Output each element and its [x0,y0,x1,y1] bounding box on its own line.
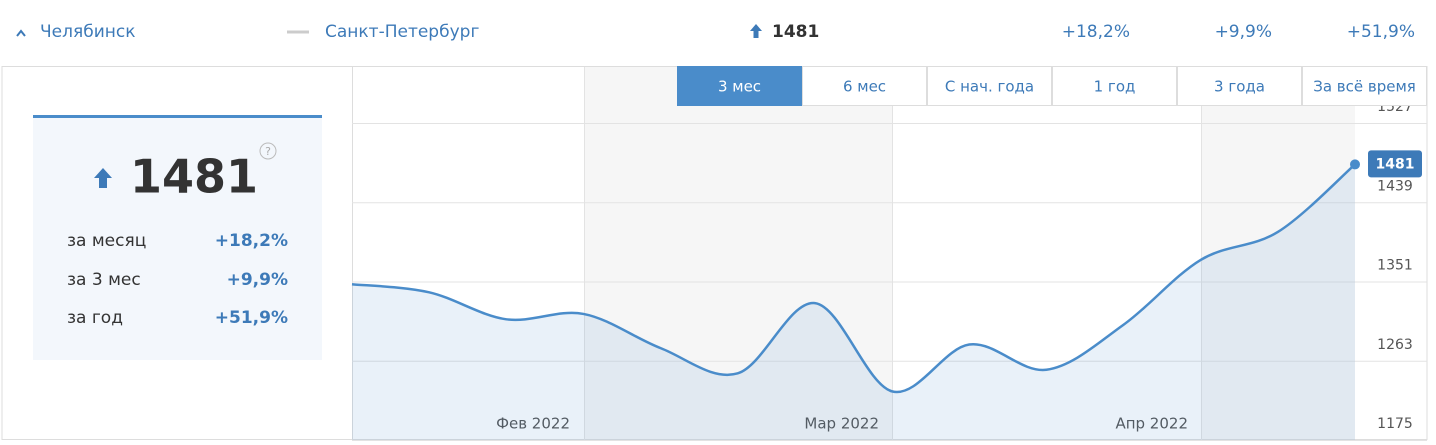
help-mark[interactable]: ? [265,145,271,158]
range-button[interactable] [677,66,802,106]
row-label: за месяц [67,231,146,251]
x-label: Мар 2022 [804,415,879,433]
range-button[interactable] [1177,66,1302,106]
y-tick-label: 1175 [1377,416,1413,432]
range-button[interactable] [1052,66,1177,106]
row-value: +9,9% [227,270,288,290]
change: +18,2% [1062,22,1130,42]
y-tick-label: 1351 [1377,258,1413,274]
row-value: +18,2% [215,231,288,251]
y-tick-label: 1439 [1377,178,1413,194]
x-label: Фев 2022 [496,415,570,433]
change: +9,9% [1215,22,1272,42]
help-icon[interactable] [259,142,277,160]
value-label: 1481 [1376,156,1415,172]
last-point [1350,159,1360,170]
card-top [33,115,322,118]
row-label: за год [67,308,123,328]
range-label[interactable]: 3 года [1214,78,1265,96]
x-label: Апр 2022 [1115,415,1188,433]
up-arrow [94,168,112,188]
header: Челябинск Санкт-Петербург 1481 +18,2% +9… [16,22,1415,42]
range-button[interactable] [802,66,927,106]
city-name[interactable]: Челябинск [40,22,135,42]
area [352,164,1355,440]
summary-card: 1481 ? за месяц +18,2% за 3 мес +9,9% за… [33,115,322,360]
compare-city[interactable]: Санкт-Петербург [325,22,479,42]
change: +51,9% [1347,22,1415,42]
line [351,163,1356,394]
header-value: 1481 [772,22,819,42]
row-label: за 3 мес [67,270,141,290]
up-arrow [750,24,762,38]
range-label[interactable]: За всё время [1313,78,1416,96]
summary-value: 1481 [130,150,258,204]
range-label[interactable]: 6 мес [843,78,886,96]
y-tick-label: 1263 [1377,337,1413,353]
range-button[interactable] [1302,66,1427,106]
range-label[interactable]: 3 мес [718,78,761,96]
row-value: +51,9% [215,308,288,328]
range-label[interactable]: 1 год [1094,78,1136,96]
band [584,67,892,439]
caret-icon[interactable] [16,29,26,37]
range-buttons: 3 мес 6 мес С нач. года 1 год 3 года За всё в… [677,66,1427,106]
range-button[interactable] [927,66,1052,106]
value-badge [1368,150,1422,178]
band [1201,67,1355,439]
range-label[interactable]: С нач. года [945,78,1034,96]
